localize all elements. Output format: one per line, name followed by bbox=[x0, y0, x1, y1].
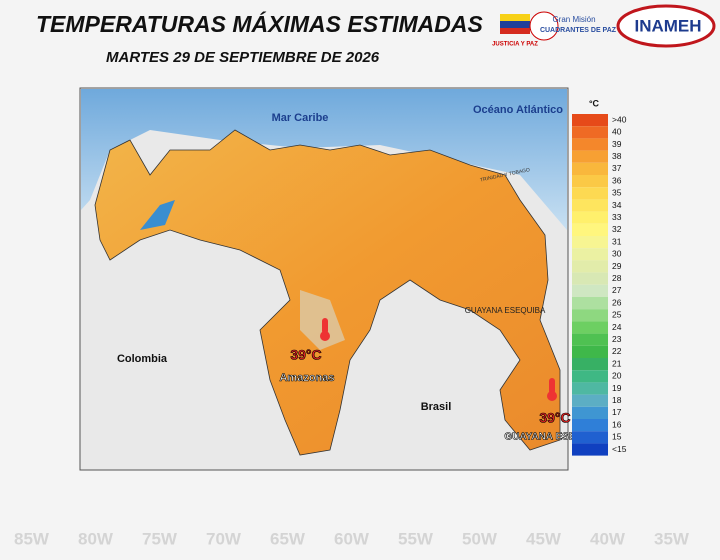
legend-swatch bbox=[572, 223, 608, 236]
legend-swatch bbox=[572, 162, 608, 175]
legend-label: 35 bbox=[612, 188, 622, 198]
legend-label: 30 bbox=[612, 249, 622, 259]
legend-label: <15 bbox=[612, 444, 627, 454]
longitude-label: 80W bbox=[78, 529, 114, 548]
legend-label: 25 bbox=[612, 310, 622, 320]
subtitle: MARTES 29 DE SEPTIEMBRE DE 2026 bbox=[106, 49, 380, 66]
legend-label: 40 bbox=[612, 127, 622, 137]
andes-cold bbox=[140, 200, 175, 230]
callout-place: GUAYANA ESEQUIBA bbox=[504, 432, 607, 443]
longitude-label: 65W bbox=[270, 529, 306, 548]
legend-swatch bbox=[572, 431, 608, 444]
callout-temp: 39°C bbox=[290, 347, 321, 363]
venezuela bbox=[94, 129, 561, 456]
legend-swatch bbox=[572, 321, 608, 334]
legend-swatch bbox=[572, 272, 608, 285]
legend-swatch bbox=[572, 199, 608, 212]
label: GUAYANA ESEQUIBA bbox=[465, 306, 546, 315]
map: Mar Caribe Océano Atlántico TRINIDAD Y T… bbox=[79, 87, 627, 471]
longitude-label: 85W bbox=[14, 529, 50, 548]
legend-swatch bbox=[572, 406, 608, 419]
legend-label: 36 bbox=[612, 175, 622, 185]
legend-label: 23 bbox=[612, 334, 622, 344]
legend-label: 34 bbox=[612, 200, 622, 210]
legend-label: 24 bbox=[612, 322, 622, 332]
legend-swatch bbox=[572, 138, 608, 151]
legend-swatch bbox=[572, 126, 608, 139]
legend-swatch bbox=[572, 114, 608, 127]
longitude-label: 50W bbox=[462, 529, 498, 548]
logo-text: INAMEH bbox=[634, 16, 701, 35]
flag bbox=[500, 21, 530, 28]
logo-text: Gran Misión bbox=[552, 15, 595, 24]
logos: JUSTICIA Y PAZ Gran Misión CUADRANTES DE… bbox=[492, 4, 716, 48]
legend-swatch bbox=[572, 150, 608, 163]
logo-text: JUSTICIA Y PAZ bbox=[492, 42, 538, 48]
logo-text: CUADRANTES DE PAZ bbox=[540, 27, 617, 34]
label: Colombia bbox=[117, 353, 168, 365]
legend-swatch bbox=[572, 309, 608, 322]
legend-swatch bbox=[572, 236, 608, 249]
legend-swatch bbox=[572, 358, 608, 371]
callout-temp: 39°C bbox=[539, 410, 570, 426]
legend-swatch bbox=[572, 382, 608, 395]
legend-label: 18 bbox=[612, 395, 622, 405]
legend-label: 37 bbox=[612, 163, 622, 173]
thermometer bbox=[547, 378, 557, 401]
legend-label: 20 bbox=[612, 371, 622, 381]
legend-swatch bbox=[572, 370, 608, 383]
legend-swatch bbox=[572, 394, 608, 407]
legend-label: 39 bbox=[612, 139, 622, 149]
legend-swatch bbox=[572, 443, 608, 456]
callout-place: Amazonas bbox=[279, 372, 334, 384]
legend-unit: °C bbox=[589, 98, 600, 108]
legend-label: 32 bbox=[612, 224, 622, 234]
legend-swatch bbox=[572, 419, 608, 432]
legend-label: 21 bbox=[612, 358, 622, 368]
longitude-label: 70W bbox=[206, 529, 242, 548]
legend-label: 19 bbox=[612, 383, 622, 393]
longitude-label: 35W bbox=[654, 529, 690, 548]
title: TEMPERATURAS MÁXIMAS ESTIMADAS bbox=[36, 10, 483, 37]
legend-label: 31 bbox=[612, 236, 622, 246]
logo bbox=[616, 4, 716, 48]
legend-label: 27 bbox=[612, 285, 622, 295]
legend-label: 26 bbox=[612, 297, 622, 307]
sea bbox=[81, 89, 567, 230]
legend-label: 38 bbox=[612, 151, 622, 161]
legend-swatch bbox=[572, 248, 608, 261]
legend-swatch bbox=[572, 187, 608, 200]
legend-label: 29 bbox=[612, 261, 622, 271]
label: Brasil bbox=[421, 401, 452, 413]
legend-swatch bbox=[572, 297, 608, 310]
legend-swatch bbox=[572, 345, 608, 358]
legend-label: 22 bbox=[612, 346, 622, 356]
flag bbox=[500, 28, 530, 34]
legend-swatch bbox=[572, 284, 608, 297]
legend-label: 28 bbox=[612, 273, 622, 283]
legend-label: 16 bbox=[612, 419, 622, 429]
legend-swatch bbox=[572, 333, 608, 346]
label: Océano Atlántico bbox=[473, 104, 563, 116]
legend: >40 40 39 38 37 36 35 34 33 32 31 30 29 28 27 26 25 24 23 2… bbox=[572, 114, 627, 456]
longitude-label: 40W bbox=[590, 529, 626, 548]
legend-label: 17 bbox=[612, 407, 622, 417]
label: Mar Caribe bbox=[272, 112, 329, 124]
longitude-label: 55W bbox=[398, 529, 434, 548]
legend-swatch bbox=[572, 260, 608, 273]
longitude-row: 85W 80W 75W 70W 65W 60W 55W 50W 45W 40W 35W bbox=[14, 529, 690, 548]
legend-swatch bbox=[572, 175, 608, 188]
longitude-label: 75W bbox=[142, 529, 178, 548]
legend-label: 33 bbox=[612, 212, 622, 222]
logo bbox=[529, 11, 559, 41]
thermometer bbox=[320, 318, 330, 341]
longitude-label: 45W bbox=[526, 529, 562, 548]
legend-swatch bbox=[572, 211, 608, 224]
legend-label: >40 bbox=[612, 114, 627, 124]
legend-label: 15 bbox=[612, 432, 622, 442]
longitude-label: 60W bbox=[334, 529, 370, 548]
